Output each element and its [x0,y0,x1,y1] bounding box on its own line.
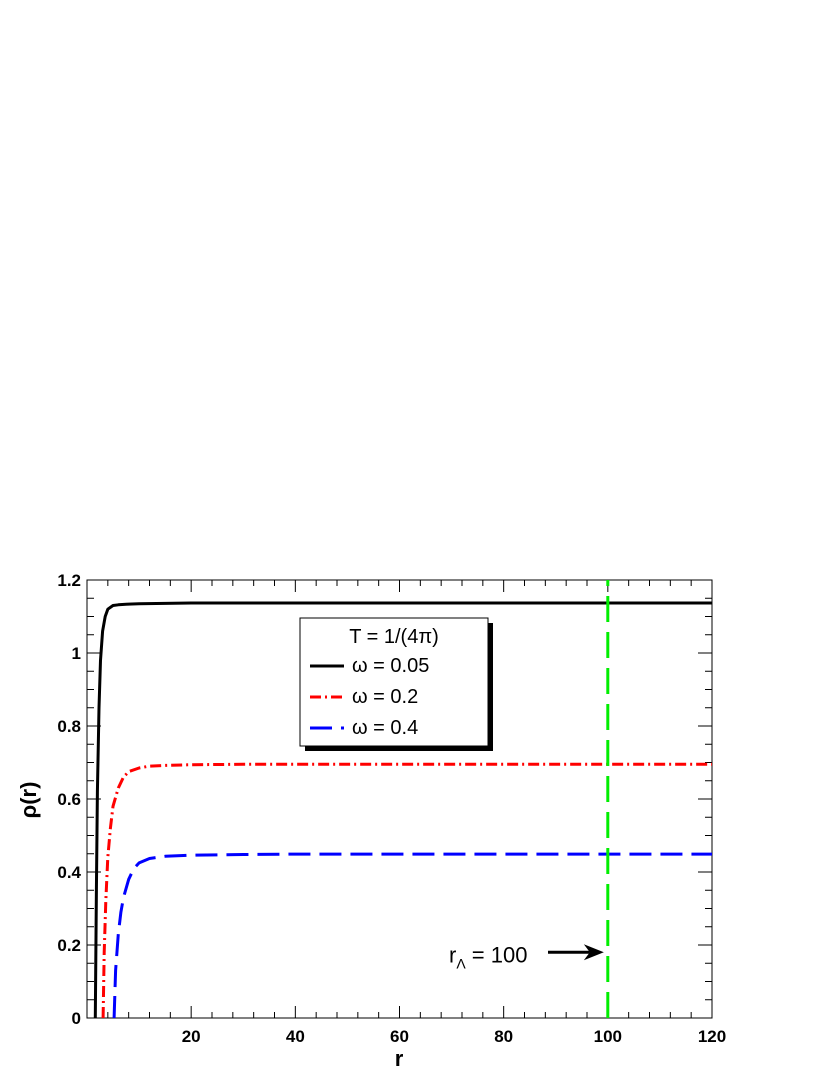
x-tick-label: 120 [698,1027,726,1046]
y-tick-label: 0 [72,1009,81,1028]
annotation-arrow-head [583,944,604,961]
series-line-3 [112,852,712,1019]
series-layer [93,580,712,1019]
y-tick-label: 0.4 [57,863,81,882]
y-tick-label: 0.2 [57,936,81,955]
legend-entry-2: ω = 0.2 [352,686,418,708]
x-axis-title: r [395,1046,404,1071]
tick-labels: 20 40 60 80 100 120 0 0.2 0.4 0.6 0.8 1 1.2 [57,571,726,1046]
x-tick-label: 20 [182,1027,201,1046]
y-tick-label: 1 [72,644,81,663]
x-tick-label: 80 [494,1027,513,1046]
y-tick-label: 0.8 [57,717,81,736]
series-line-2 [101,762,712,1019]
legend-entry-1: ω = 0.05 [352,655,429,677]
legend-entry-3: ω = 0.4 [352,717,418,739]
x-tick-label: 40 [286,1027,305,1046]
legend-box [299,617,489,747]
y-tick-label: 0.6 [57,790,81,809]
series-line-1 [93,601,712,1019]
x-tick-label: 100 [594,1027,622,1046]
legend: T = 1/(4π) ω = 0.05 ω = 0.2 ω = 0.4 [299,617,493,751]
x-tick-label: 60 [390,1027,409,1046]
axis-ticks [86,579,713,1019]
annotation-label: rΛ = 100 [449,942,527,971]
y-tick-label: 1.2 [57,571,81,590]
annotation: rΛ = 100 [449,942,604,971]
legend-title: T = 1/(4π) [349,626,439,648]
y-axis-title: ρ(r) [16,782,41,819]
